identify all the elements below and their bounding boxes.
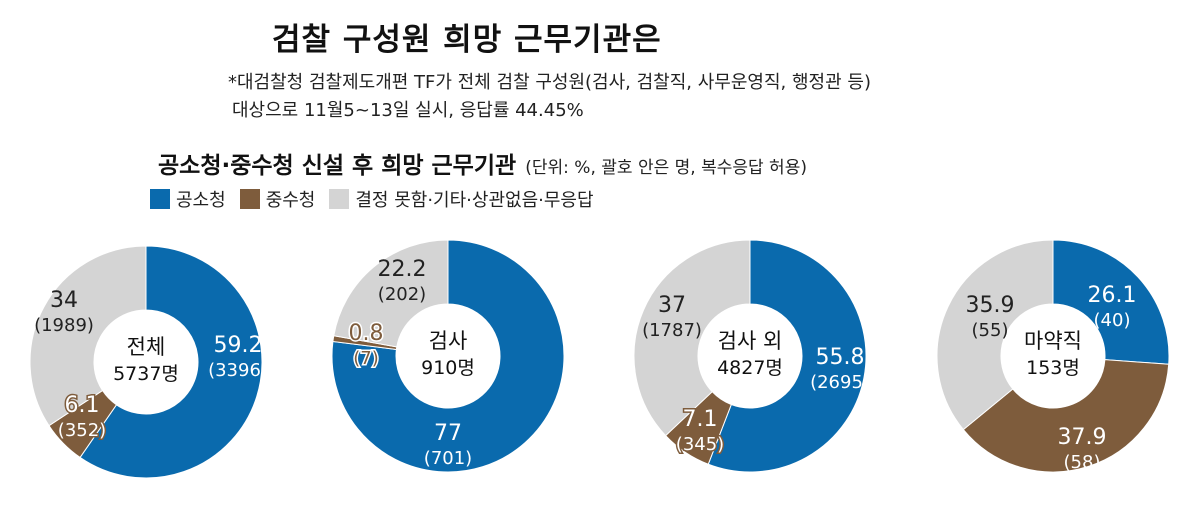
slice-other [29,245,147,427]
data-label-percent: 26.1 [1088,283,1137,308]
data-label-percent: 35.9 [966,293,1015,318]
data-label-percent: 0.8 [349,321,384,346]
data-label-percent: 37.9 [1058,425,1107,450]
data-label-count: (3396) [208,360,268,381]
slice-prosecution [79,245,263,479]
data-label-count: (345) [676,434,724,455]
survey-note-line-1: *대검찰청 검찰제도개편 TF가 전체 검찰 구성원(검사, 검찰직, 사무운영… [228,72,871,93]
data-label-percent: 55.8 [816,345,865,370]
slice-other [333,239,449,348]
data-label-percent: 37 [658,293,686,318]
data-label-percent: 7.1 [683,407,718,432]
center-label-count: 153명 [1026,357,1080,379]
data-label-count: (2695) [810,372,870,393]
center-label-group: 마약직 [1024,329,1082,353]
chart-title: 검찰 구성원 희망 근무기관은 [272,22,662,58]
legend-item-prosecution: 공소청 [150,186,226,212]
legend-swatch-other [329,189,350,209]
center-label-group: 검사 외 [718,329,783,353]
data-label-percent: 34 [50,288,78,313]
data-label-count: (58) [1064,452,1101,473]
donut-chart-1: 전체 5737명 59.2(3396) 6.1(352) 34(1989) [29,245,268,479]
legend-swatch-prosecution [150,189,170,209]
legend-item-investigation: 중수청 [239,186,316,212]
data-label-count: (352) [58,420,106,441]
legend-label-other: 결정 못함·기타·상관없음·무응답 [355,190,594,211]
data-label-count: (7) [353,348,379,369]
data-label-percent: 59.2 [214,333,263,358]
legend-item-other: 결정 못함·기타·상관없음·무응답 [329,186,594,212]
slice-prosecution [331,239,565,473]
chart-subtitle: 공소청·중수청 신설 후 희망 근무기관 (단위: %, 괄호 안은 명, 복수… [158,146,807,180]
donut-chart-3: 검사 외 4827명 55.8(2695) 7.1(345) 37(1787) [633,239,870,473]
donut-chart-2: 검사 910명 77(701) 0.8(7) 22.2(202) [331,239,565,473]
center-label-group: 전체 [127,335,166,359]
center-label-count: 910명 [421,357,475,379]
data-label-count: (1989) [34,315,94,336]
slice-prosecution [707,239,867,473]
slice-prosecution [1052,239,1170,365]
center-label-count: 5737명 [113,363,179,385]
legend-label-prosecution: 공소청 [176,190,226,211]
data-label-percent: 77 [434,421,462,446]
slice-investigation [962,359,1170,473]
subtitle-main: 공소청·중수청 신설 후 희망 근무기관 [158,153,517,179]
donut-chart-4: 마약직 153명 26.1(40) 37.9(58) 35.9(55) [936,239,1170,473]
data-label-count: (55) [972,320,1009,341]
center-label-group: 검사 [429,329,468,353]
legend-swatch-investigation [239,189,260,209]
legend: 공소청 중수청 결정 못함·기타·상관없음·무응답 [150,186,608,212]
survey-note-line-2: 대상으로 11월5~13일 실시, 응답률 44.45% [232,100,584,121]
center-label-count: 4827명 [717,357,783,379]
subtitle-unit: (단위: %, 괄호 안은 명, 복수응답 허용) [525,158,807,178]
data-label-percent: 6.1 [65,393,100,418]
slice-other [936,239,1054,431]
data-label-percent: 22.2 [378,257,427,282]
slice-other [633,239,751,437]
legend-label-investigation: 중수청 [265,190,316,211]
data-label-count: (701) [424,448,472,469]
data-label-count: (40) [1094,310,1131,331]
data-label-count: (1787) [642,320,702,341]
data-label-count: (202) [378,284,426,305]
